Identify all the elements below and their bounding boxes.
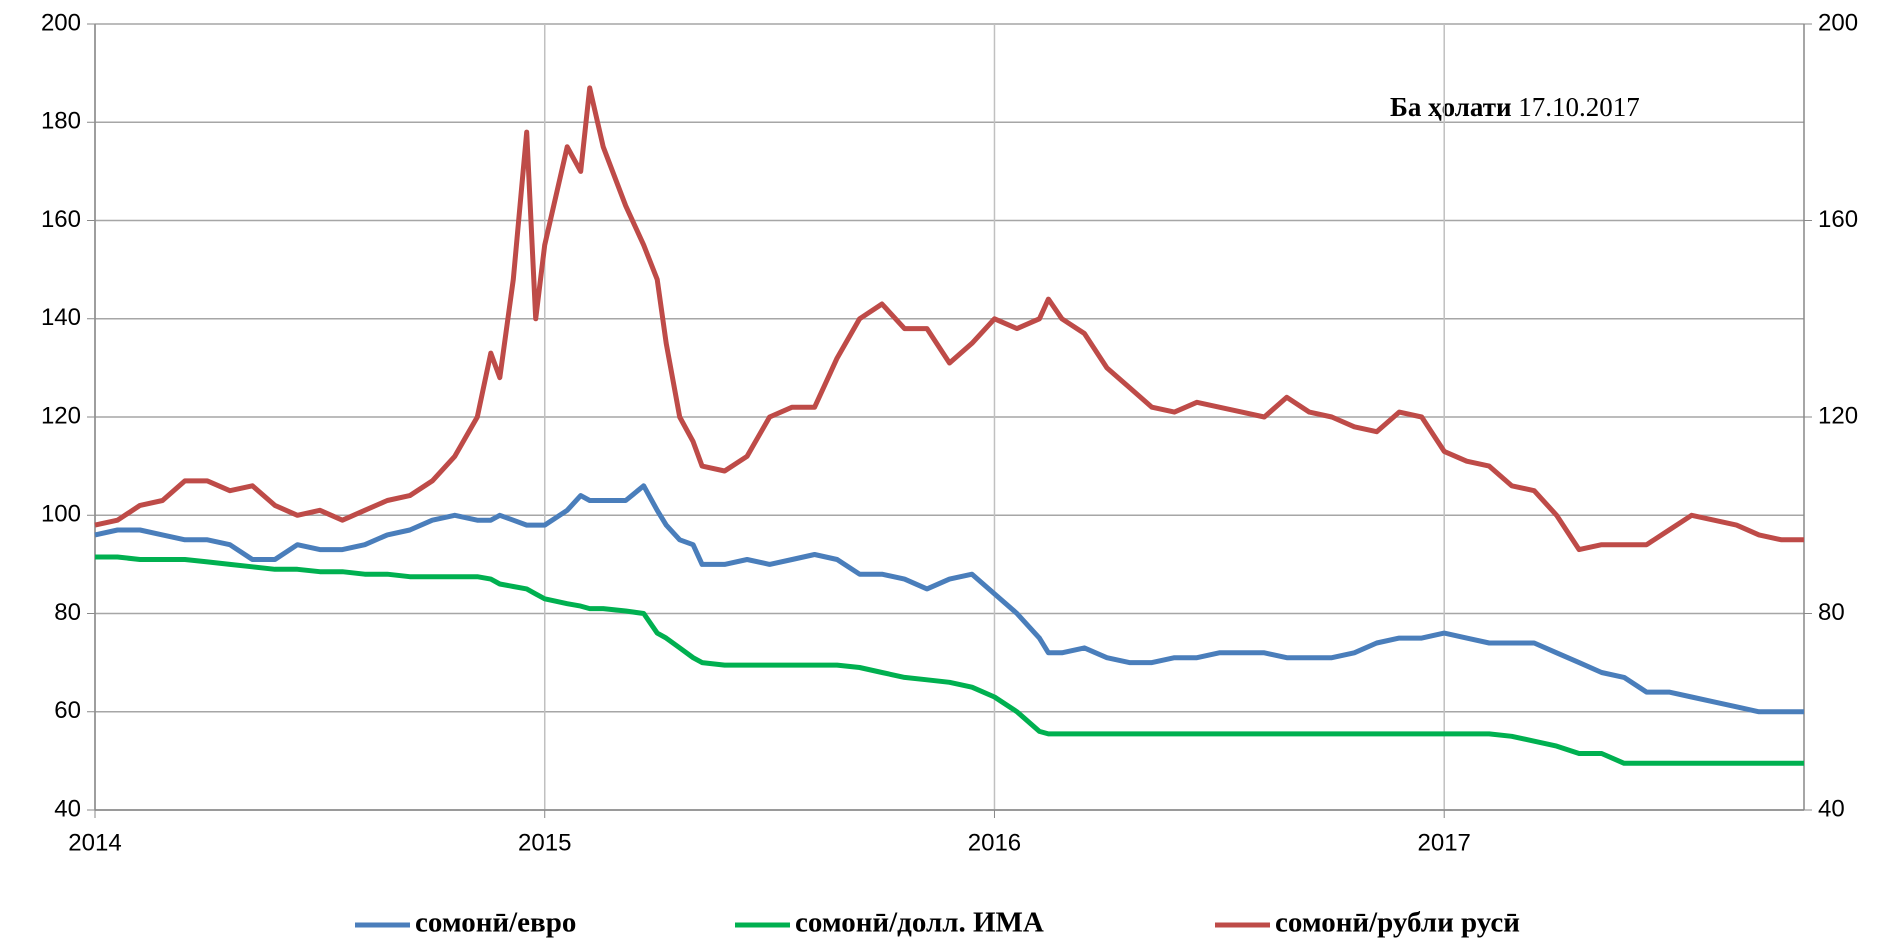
y-tick-label: 40 — [54, 795, 81, 822]
y-tick-label: 160 — [41, 206, 81, 233]
y2-tick-label: 200 — [1818, 9, 1858, 36]
series-line — [94, 483, 1804, 715]
x-tick-label: 2016 — [968, 829, 1021, 856]
y-tick-label: 60 — [54, 697, 81, 724]
y-tick-label: 120 — [41, 402, 81, 429]
y2-tick-label: 80 — [1818, 599, 1845, 626]
annotation-date: 17.10.2017 — [1518, 92, 1640, 122]
legend-label: сомонӣ/долл. ИМА — [795, 907, 1044, 939]
x-tick-label: 2017 — [1418, 829, 1471, 856]
legend-label: сомонӣ/рубли русӣ — [1275, 907, 1520, 939]
y-tick-label: 100 — [41, 501, 81, 528]
x-tick-label: 2015 — [518, 829, 571, 856]
y2-tick-label: 40 — [1818, 795, 1845, 822]
y-tick-label: 180 — [41, 108, 81, 135]
series-line — [94, 85, 1804, 553]
y2-tick-label: 160 — [1818, 206, 1858, 233]
x-tick-label: 2014 — [68, 829, 121, 856]
annotation-bold: Ба ҳолати — [1390, 92, 1512, 122]
series-line — [95, 554, 1804, 766]
y2-tick-label: 120 — [1818, 402, 1858, 429]
y-tick-label: 140 — [41, 304, 81, 331]
y-tick-label: 80 — [54, 599, 81, 626]
annotation: Ба ҳолати 17.10.2017 — [1390, 92, 1640, 122]
legend-label: сомонӣ/евро — [415, 907, 576, 939]
y-tick-label: 200 — [41, 9, 81, 36]
